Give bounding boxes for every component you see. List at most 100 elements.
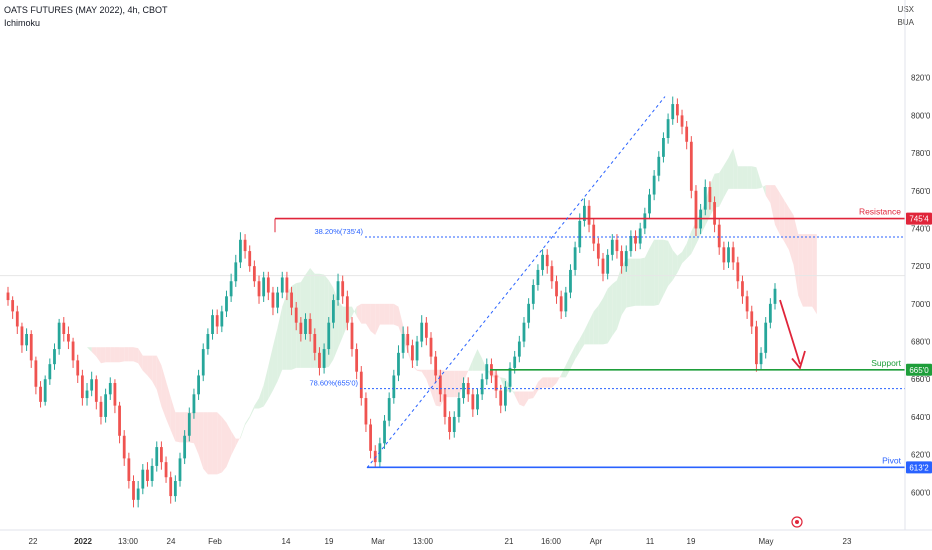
candle-body — [25, 334, 28, 346]
cloud-segment — [523, 391, 529, 407]
candles — [6, 96, 777, 508]
candle-body — [471, 394, 475, 410]
cloud-segment — [644, 248, 650, 306]
candle-body — [773, 288, 777, 304]
cloud-segment — [221, 416, 227, 473]
cloud-segment — [775, 185, 780, 235]
candle-body — [276, 292, 280, 308]
cloud-segment — [417, 369, 422, 372]
cloud-segment — [807, 234, 813, 307]
candle-body — [146, 469, 149, 481]
cloud-segment — [110, 347, 115, 363]
candle-body — [606, 254, 610, 274]
cloud-segment — [370, 303, 376, 335]
candle-body — [369, 424, 372, 451]
price-tag-text: 665'0 — [909, 366, 929, 375]
cloud-segment — [565, 355, 571, 378]
candle-body — [80, 375, 84, 399]
candle-body — [601, 258, 605, 274]
candle-body — [694, 190, 698, 229]
cloud-segment — [561, 365, 566, 378]
cloud-segment — [235, 436, 241, 447]
cloud-segment — [375, 303, 380, 335]
cloud-segment — [784, 200, 789, 251]
candle-body — [541, 254, 544, 270]
y-tick-label: 680'0 — [911, 338, 931, 347]
y-tick-label: 700'0 — [911, 300, 931, 309]
cloud-segment — [296, 282, 301, 368]
cloud-segment — [635, 258, 641, 306]
candle-body — [680, 115, 684, 127]
candle-body — [20, 326, 24, 346]
cloud-segment — [733, 148, 738, 189]
level-label-pivot: Pivot — [882, 455, 902, 465]
cloud-segment — [203, 412, 208, 475]
candle-body — [722, 247, 726, 263]
candle-body — [90, 379, 94, 391]
cloud-segment — [654, 239, 659, 306]
cloud-segment — [444, 370, 450, 398]
cloud-segment — [551, 377, 557, 388]
candle-body — [48, 364, 52, 380]
event-icon-dot — [795, 520, 799, 524]
ichimoku-cloud — [49, 148, 817, 475]
candle-body — [717, 224, 721, 248]
candle-body — [359, 371, 363, 399]
candle-body — [429, 337, 433, 357]
candle-body — [731, 247, 735, 263]
cloud-segment — [300, 274, 306, 368]
cloud-segment — [152, 355, 157, 390]
cloud-segment — [240, 423, 246, 439]
cloud-segment — [96, 347, 101, 364]
cloud-segment — [73, 327, 78, 341]
y-tick-label: 600'0 — [911, 488, 931, 497]
candle-body — [652, 175, 656, 195]
cloud-segment — [212, 412, 218, 475]
cloud-segment — [761, 182, 766, 196]
candle-body — [113, 383, 117, 406]
y-tick-label: 760'0 — [911, 187, 931, 196]
candle-body — [127, 458, 131, 481]
candle-body — [378, 443, 382, 463]
cloud-segment — [458, 370, 464, 398]
candle-body — [452, 416, 456, 432]
candle-body — [108, 383, 112, 395]
candle-body — [183, 435, 187, 459]
candle-body — [480, 379, 484, 395]
x-tick-label: 22 — [29, 537, 38, 546]
price-tag-pivot — [906, 461, 932, 474]
candle-body — [234, 262, 238, 282]
cloud-segment — [537, 377, 543, 391]
candle-body — [610, 239, 614, 255]
candle-body — [164, 462, 168, 478]
cloud-segment — [268, 346, 273, 400]
x-tick-label: 19 — [687, 537, 696, 546]
x-tick-label: 13:00 — [413, 537, 434, 546]
y-tick-label: 800'0 — [911, 111, 931, 120]
candle-body — [424, 322, 428, 338]
candle-body — [257, 281, 261, 297]
candle-body — [387, 398, 391, 421]
candle-body — [485, 364, 489, 380]
cloud-segment — [728, 148, 734, 189]
cloud-segment — [133, 347, 139, 364]
candle-body — [155, 447, 159, 466]
cloud-segment — [379, 303, 385, 325]
candle-body — [527, 303, 531, 323]
x-tick-label: Mar — [371, 537, 385, 546]
cloud-segment — [161, 365, 167, 419]
cloud-segment — [668, 240, 673, 286]
cloud-segment — [812, 234, 817, 315]
cloud-segment — [91, 347, 97, 357]
candle-body — [364, 398, 368, 425]
cloud-segment — [119, 347, 125, 363]
candle-body — [85, 390, 89, 399]
candle-body — [513, 356, 517, 368]
cloud-segment — [621, 258, 627, 316]
cloud-segment — [677, 252, 683, 273]
cloud-segment — [770, 185, 775, 225]
cloud-segment — [179, 412, 185, 443]
candle-body — [197, 375, 200, 395]
candle-body — [331, 300, 335, 323]
